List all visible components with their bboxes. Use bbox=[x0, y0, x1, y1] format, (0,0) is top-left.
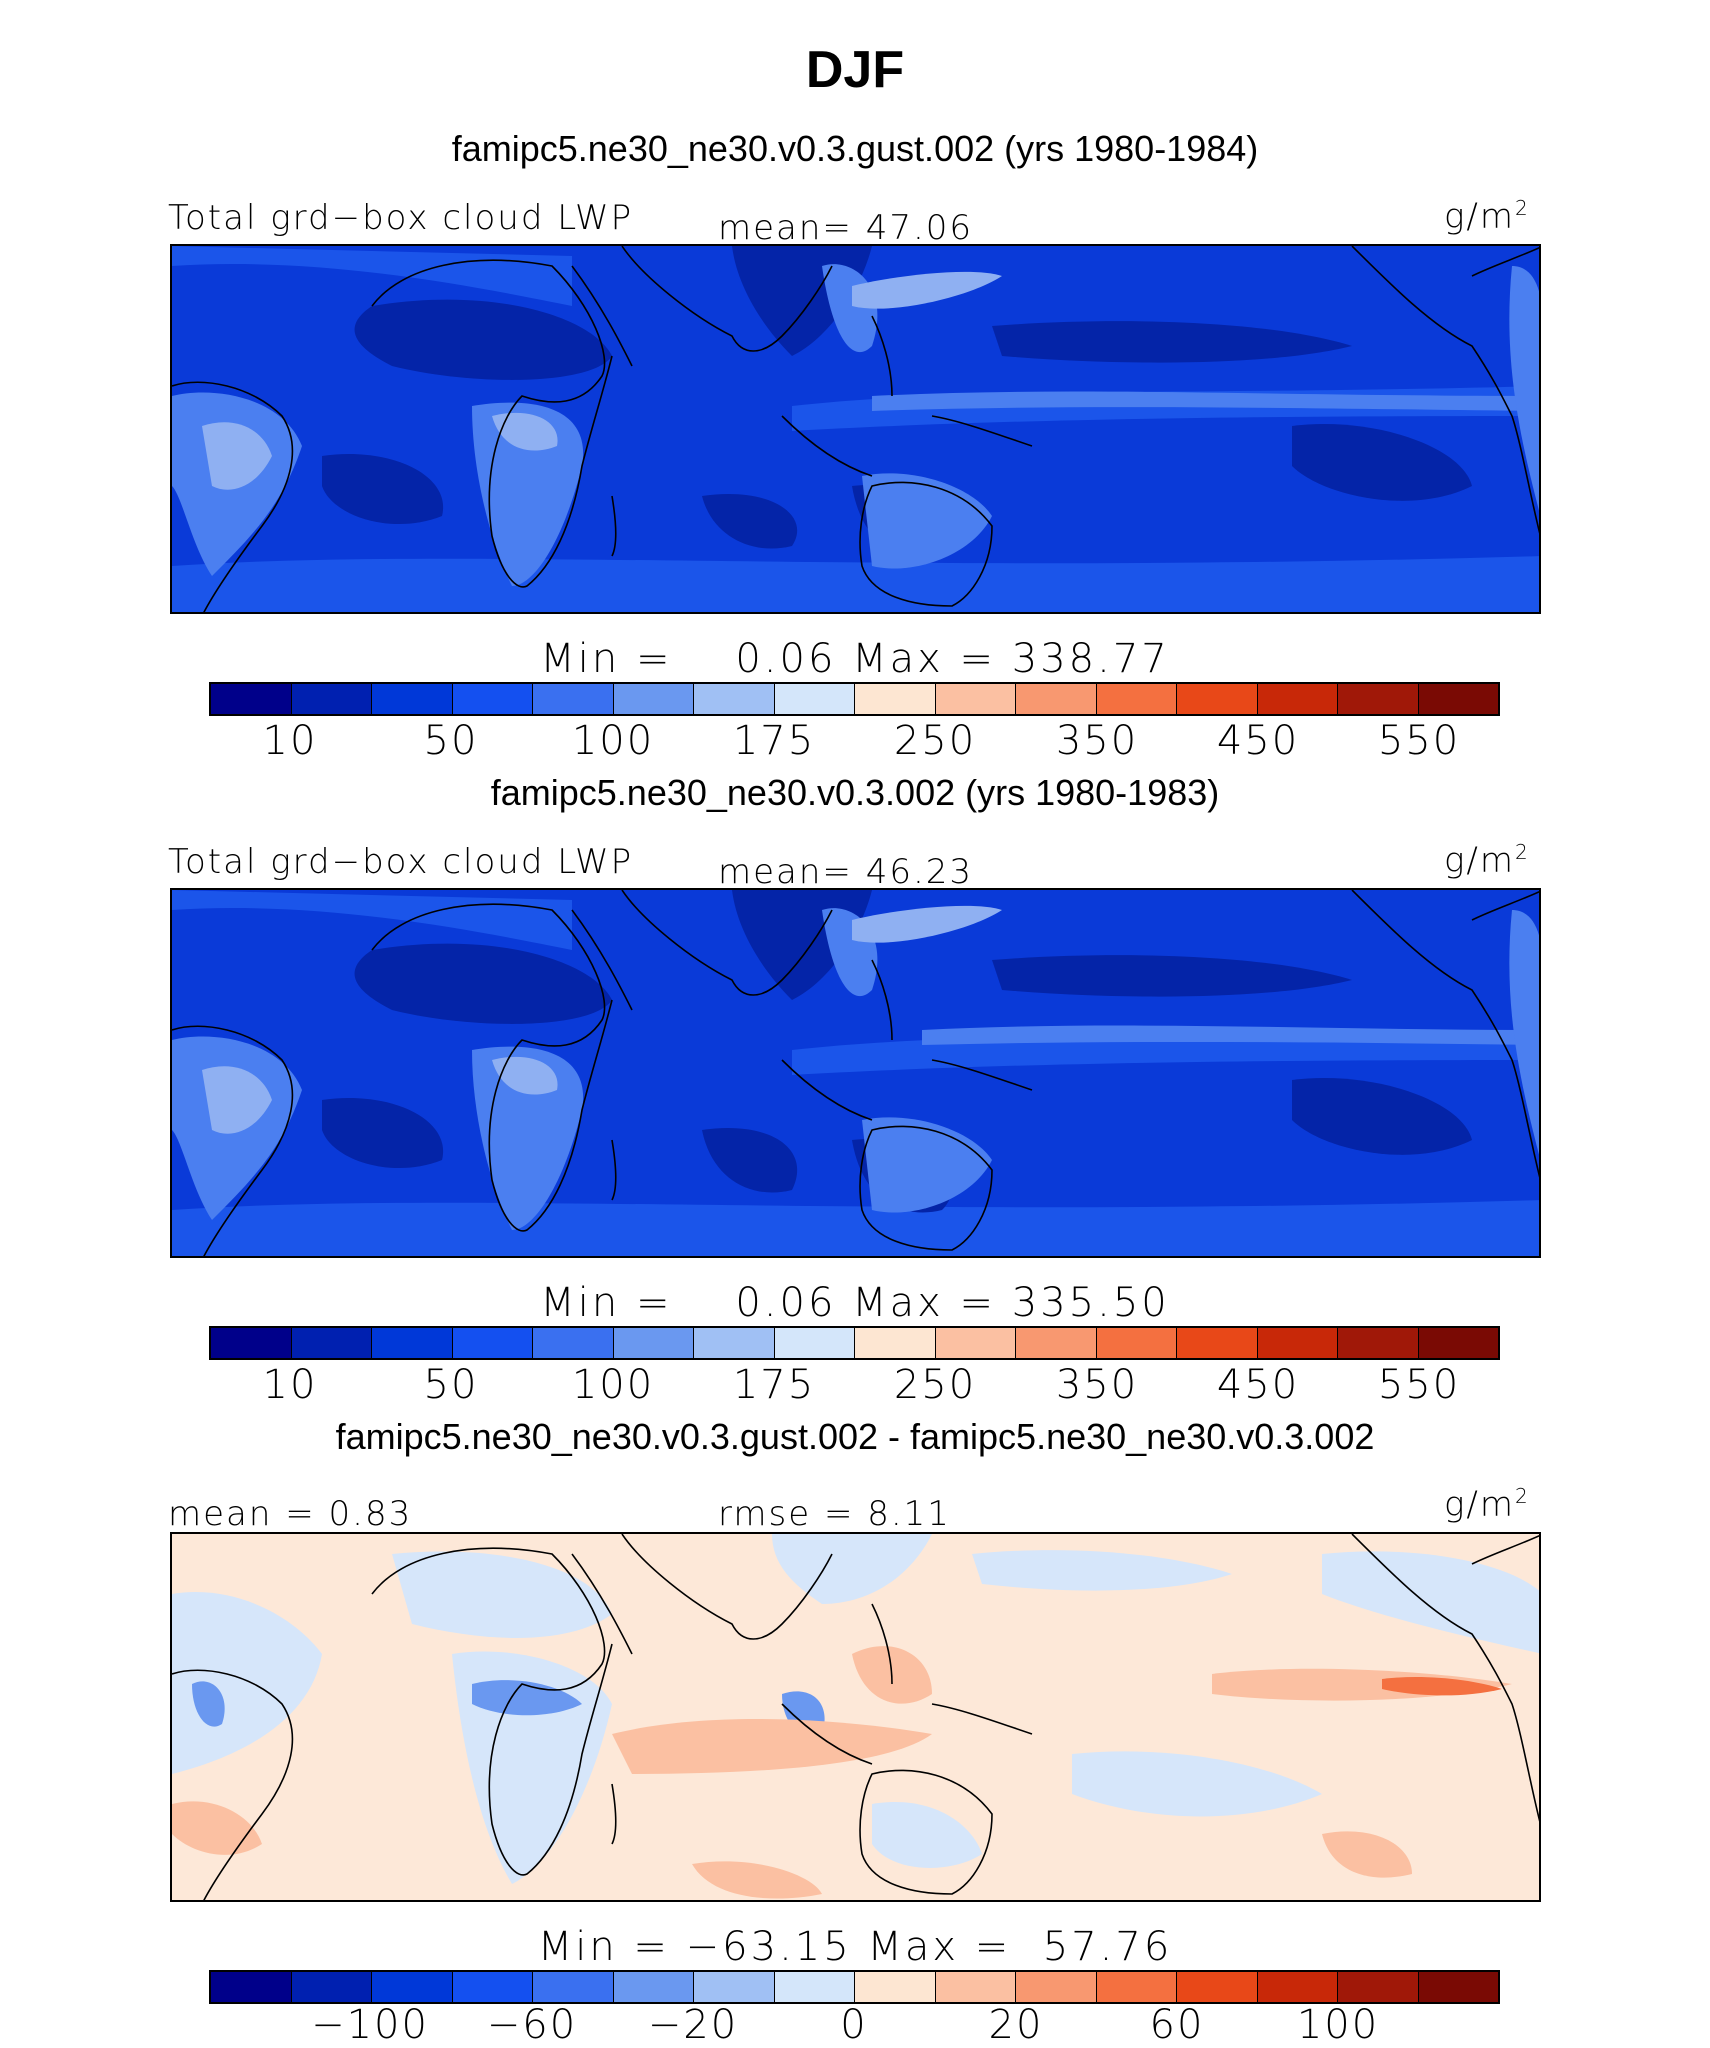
colorbar-cell bbox=[935, 1328, 1016, 1358]
colorbar-cell bbox=[372, 1972, 453, 2002]
panel2-minmax: Min = 0.06 Max = 335.50 bbox=[540, 1280, 1170, 1326]
colorbar-cell bbox=[1418, 1972, 1498, 2002]
colorbar-cell bbox=[694, 1972, 775, 2002]
colorbar-cell bbox=[935, 1972, 1016, 2002]
panel3-rmse-label: rmse = 8.11 bbox=[718, 1494, 951, 1534]
colorbar-cell bbox=[1177, 1328, 1258, 1358]
colorbar-tick: 350 bbox=[1055, 1362, 1139, 1408]
colorbar-cell bbox=[1257, 1972, 1338, 2002]
colorbar-tick: 450 bbox=[1216, 718, 1300, 764]
colorbar-cell bbox=[211, 1972, 292, 2002]
colorbar-tick: −100 bbox=[311, 2002, 429, 2048]
panel2-heading: famipc5.ne30_ne30.v0.3.002 (yrs 1980-198… bbox=[490, 772, 1220, 813]
colorbar-cell bbox=[1338, 1972, 1419, 2002]
colorbar-tick: 350 bbox=[1055, 718, 1139, 764]
colorbar-tick: 20 bbox=[988, 2002, 1044, 2048]
colorbar-tick: 10 bbox=[262, 718, 318, 764]
colorbar-cell bbox=[372, 1328, 453, 1358]
colorbar-cell bbox=[694, 1328, 775, 1358]
colorbar-tick: 60 bbox=[1149, 2002, 1205, 2048]
colorbar-cell bbox=[1338, 1328, 1419, 1358]
colorbar-cell bbox=[613, 684, 694, 714]
panel3-map bbox=[170, 1532, 1541, 1902]
colorbar-cell bbox=[855, 1972, 936, 2002]
colorbar-tick: 10 bbox=[262, 1362, 318, 1408]
colorbar-tick: 175 bbox=[732, 1362, 816, 1408]
colorbar-tick: 50 bbox=[423, 718, 479, 764]
colorbar-tick: 50 bbox=[423, 1362, 479, 1408]
panel2-mean-label: mean= 46.23 bbox=[718, 852, 974, 892]
panel3-units: g/m2 bbox=[1444, 1484, 1530, 1525]
colorbar-tick: 550 bbox=[1377, 718, 1461, 764]
colorbar-tick: −20 bbox=[647, 2002, 739, 2048]
colorbar-cell bbox=[1418, 684, 1498, 714]
colorbar-cell bbox=[1177, 1972, 1258, 2002]
colorbar-cell bbox=[452, 684, 533, 714]
colorbar-tick: 175 bbox=[732, 718, 816, 764]
colorbar-tick: 550 bbox=[1377, 1362, 1461, 1408]
panel3-minmax: Min = −63.15 Max = 57.76 bbox=[537, 1924, 1173, 1970]
panel2-units: g/m2 bbox=[1444, 840, 1530, 881]
colorbar-tick: 100 bbox=[571, 718, 655, 764]
colorbar-cell bbox=[372, 684, 453, 714]
figure-title: DJF bbox=[805, 41, 905, 99]
panel3-colorbar bbox=[209, 1970, 1500, 2004]
colorbar-tick: 250 bbox=[893, 718, 977, 764]
colorbar-cell bbox=[774, 1972, 855, 2002]
panel3-mean-label: mean = 0.83 bbox=[168, 1494, 413, 1534]
colorbar-cell bbox=[855, 684, 936, 714]
colorbar-cell bbox=[291, 1972, 372, 2002]
colorbar-tick: 100 bbox=[571, 1362, 655, 1408]
panel1-heading: famipc5.ne30_ne30.v0.3.gust.002 (yrs 198… bbox=[451, 128, 1259, 169]
colorbar-cell bbox=[1016, 684, 1097, 714]
colorbar-cell bbox=[291, 684, 372, 714]
colorbar-tick: 450 bbox=[1216, 1362, 1300, 1408]
colorbar-cell bbox=[774, 684, 855, 714]
colorbar-cell bbox=[935, 684, 1016, 714]
colorbar-cell bbox=[774, 1328, 855, 1358]
colorbar-cell bbox=[533, 1972, 614, 2002]
colorbar-cell bbox=[1257, 1328, 1338, 1358]
panel1-minmax: Min = 0.06 Max = 338.77 bbox=[540, 636, 1170, 682]
colorbar-cell bbox=[694, 684, 775, 714]
colorbar-cell bbox=[1016, 1328, 1097, 1358]
panel1-variable-label: Total grd−box cloud LWP bbox=[168, 198, 634, 238]
colorbar-cell bbox=[452, 1328, 533, 1358]
panel2-variable-label: Total grd−box cloud LWP bbox=[168, 842, 634, 882]
colorbar-cell bbox=[1016, 1972, 1097, 2002]
panel2-colorbar bbox=[209, 1326, 1500, 1360]
colorbar-cell bbox=[211, 1328, 292, 1358]
panel2-map bbox=[170, 888, 1541, 1258]
colorbar-cell bbox=[291, 1328, 372, 1358]
colorbar-cell bbox=[613, 1972, 694, 2002]
colorbar-cell bbox=[1096, 1972, 1177, 2002]
panel1-map-svg bbox=[172, 246, 1539, 612]
colorbar-tick: 0 bbox=[840, 2002, 868, 2048]
colorbar-cell bbox=[1096, 684, 1177, 714]
panel1-map bbox=[170, 244, 1541, 614]
colorbar-cell bbox=[1177, 684, 1258, 714]
colorbar-tick: 100 bbox=[1296, 2002, 1380, 2048]
colorbar-cell bbox=[613, 1328, 694, 1358]
panel3-map-svg bbox=[172, 1534, 1539, 1900]
colorbar-cell bbox=[1257, 684, 1338, 714]
panel1-mean-label: mean= 47.06 bbox=[718, 208, 974, 248]
panel2-map-svg bbox=[172, 890, 1539, 1256]
panel1-units: g/m2 bbox=[1444, 196, 1530, 237]
colorbar-tick: −60 bbox=[486, 2002, 578, 2048]
colorbar-cell bbox=[1338, 684, 1419, 714]
colorbar-cell bbox=[211, 684, 292, 714]
panel1-colorbar bbox=[209, 682, 1500, 716]
colorbar-cell bbox=[533, 1328, 614, 1358]
colorbar-cell bbox=[533, 684, 614, 714]
colorbar-cell bbox=[452, 1972, 533, 2002]
colorbar-cell bbox=[1418, 1328, 1498, 1358]
panel3-heading: famipc5.ne30_ne30.v0.3.gust.002 - famipc… bbox=[335, 1416, 1375, 1457]
colorbar-cell bbox=[1096, 1328, 1177, 1358]
colorbar-cell bbox=[855, 1328, 936, 1358]
colorbar-tick: 250 bbox=[893, 1362, 977, 1408]
